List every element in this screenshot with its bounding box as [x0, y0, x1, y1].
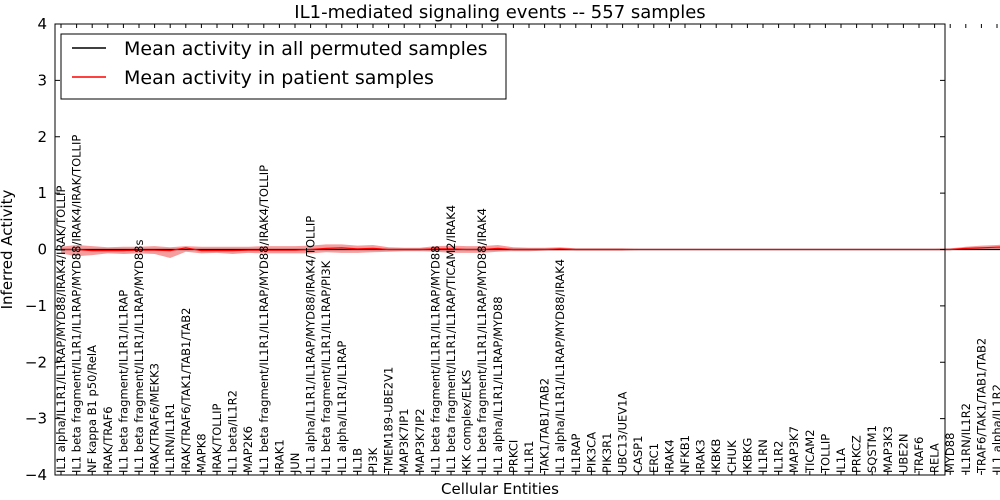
x-category-label: PRKCZ [850, 435, 864, 473]
x-category-label: IL1 beta fragment/IL1R1/IL1RAP/MYD88s [132, 240, 146, 473]
x-category-label: IRAK/TRAF6 [101, 406, 115, 473]
x-category-label: PRKCI [506, 440, 520, 473]
x-category-label: MAP3K7IP1 [397, 408, 411, 473]
x-category-label: IL1A [834, 448, 848, 473]
x-category-label: MAP2K6 [241, 426, 255, 473]
chart-title: IL1-mediated signaling events -- 557 sam… [294, 2, 705, 23]
y-tick-label: 3 [37, 71, 47, 89]
x-axis-label: Cellular Entities [441, 480, 559, 498]
x-category-label: IRAK/TRAF6/TAK1/TAB1/TAB2 [179, 308, 193, 473]
x-category-label: IL1RN/IL1R2 [959, 403, 973, 473]
x-category-label: IL1 alpha/IL1R1/IL1RAP/MYD88 [491, 296, 505, 473]
y-tick-label: −2 [25, 353, 47, 371]
y-axis-label: Inferred Activity [0, 189, 16, 309]
x-category-label: IL1 alpha/IL1R1/IL1RAP/MYD88/IRAK4 [553, 259, 567, 473]
x-category-label: ERC1 [647, 443, 661, 473]
x-category-label: IL1 alpha/IL1R2 [990, 384, 1000, 473]
y-tick-label: 1 [37, 184, 47, 202]
x-category-label: IL1 beta fragment/IL1R1/IL1RAP/MYD88/IRA… [70, 135, 84, 473]
x-category-label: PIK3R1 [600, 433, 614, 474]
legend-label-patient: Mean activity in patient samples [124, 67, 434, 89]
x-category-label: IL1R2 [772, 441, 786, 473]
x-category-label: IRAK1 [272, 439, 286, 473]
x-category-label: IL1 beta fragment/IL1R1/IL1RAP/MYD88 [428, 246, 442, 473]
series-layer [61, 246, 1000, 252]
x-category-label: IL1 beta fragment/IL1R1/IL1RAP/PI3K [319, 260, 333, 473]
x-category-label: IL1RN/IL1R1 [163, 403, 177, 473]
x-category-label: JUN [288, 453, 302, 474]
legend-label-permuted: Mean activity in all permuted samples [124, 38, 487, 60]
x-category-label: UBC13/UEV1A [616, 391, 630, 473]
x-category-label: TAK1/TAB1/TAB2 [538, 378, 552, 474]
x-category-label: TRAF6 [912, 437, 926, 474]
x-category-label: IL1R1 [522, 441, 536, 473]
x-category-label: IKK complex/ELKS [460, 370, 474, 473]
x-category-label: IRAK/TRAF6/MEKK3 [148, 363, 162, 473]
x-category-label: IL1 beta fragment/IL1R1/IL1RAP [116, 290, 130, 473]
x-category-label: IL1 beta fragment/IL1R1/IL1RAP/TICAM2/IR… [444, 205, 458, 473]
x-category-labels: IL1 alpha/IL1R1/IL1RAP/MYD88/IRAK4/IRAK/… [54, 135, 1000, 474]
x-category-label: IL1 alpha/IL1R1/IL1RAP/MYD88/IRAK4/IRAK/… [54, 186, 68, 473]
x-category-label: IL1 alpha/IL1R1/IL1RAP/MYD88/IRAK4/TOLLI… [304, 216, 318, 473]
x-category-label: NF kappa B1 p50/RelA [85, 345, 99, 473]
x-category-label: IKBKG [740, 438, 754, 473]
x-category-label: MYD88 [943, 433, 957, 473]
x-category-label: NFKB1 [678, 435, 692, 473]
x-category-label: IL1RN [756, 439, 770, 473]
y-tick-label: 0 [37, 241, 47, 259]
legend: Mean activity in all permuted samples Me… [60, 33, 507, 100]
y-axis-ticks: −4 −3 −2 −1 0 1 2 3 4 [25, 15, 945, 484]
x-category-label: PI3K [366, 447, 380, 473]
x-category-label: IL1RAP [569, 433, 583, 473]
x-category-label: RELA [928, 443, 942, 473]
confidence-band-layer [61, 244, 1000, 258]
x-category-label: CASP1 [631, 436, 645, 473]
y-tick-label: 2 [37, 128, 47, 146]
y-tick-label: −3 [25, 410, 47, 428]
x-category-label: TRAF6/TAK1/TAB1/TAB2 [974, 338, 988, 474]
x-category-label: IL1 beta/IL1R2 [226, 390, 240, 473]
x-category-label: TICAM2 [803, 429, 817, 474]
series-line-patient [61, 246, 1000, 252]
y-tick-label: −4 [25, 466, 47, 484]
x-category-label: CHUK [725, 440, 739, 473]
y-tick-label: −1 [25, 297, 47, 315]
x-category-label: MAP3K3 [881, 426, 895, 473]
x-category-label: MAP3K7IP2 [413, 408, 427, 473]
x-category-label: SQSTM1 [865, 425, 879, 473]
x-category-label: IRAK3 [694, 439, 708, 473]
legend-box [60, 33, 507, 100]
x-category-label: UBE2N [896, 434, 910, 474]
x-category-label: MAPK8 [194, 433, 208, 473]
x-category-label: IL1 beta fragment/IL1R1/IL1RAP/MYD88/IRA… [257, 165, 271, 473]
x-axis-ticks [60, 24, 998, 475]
x-category-label: PIK3CA [584, 432, 598, 473]
x-category-label: IRAK4 [662, 439, 676, 473]
x-category-label: IRAK/TOLLIP [210, 404, 224, 473]
y-tick-label: 4 [37, 15, 47, 33]
x-category-label: TMEM189-UBE2V1 [382, 367, 396, 474]
confidence-band [61, 244, 1000, 258]
x-category-label: TOLLIP [818, 434, 832, 474]
x-category-label: IL1B [350, 448, 364, 473]
x-category-label: MAP3K7 [787, 426, 801, 473]
x-category-label: IL1 beta fragment/IL1R1/IL1RAP/MYD88/IRA… [475, 208, 489, 473]
x-category-label: IKBKB [709, 439, 723, 473]
x-category-label: IL1 alpha/IL1R1/IL1RAP [335, 341, 349, 473]
